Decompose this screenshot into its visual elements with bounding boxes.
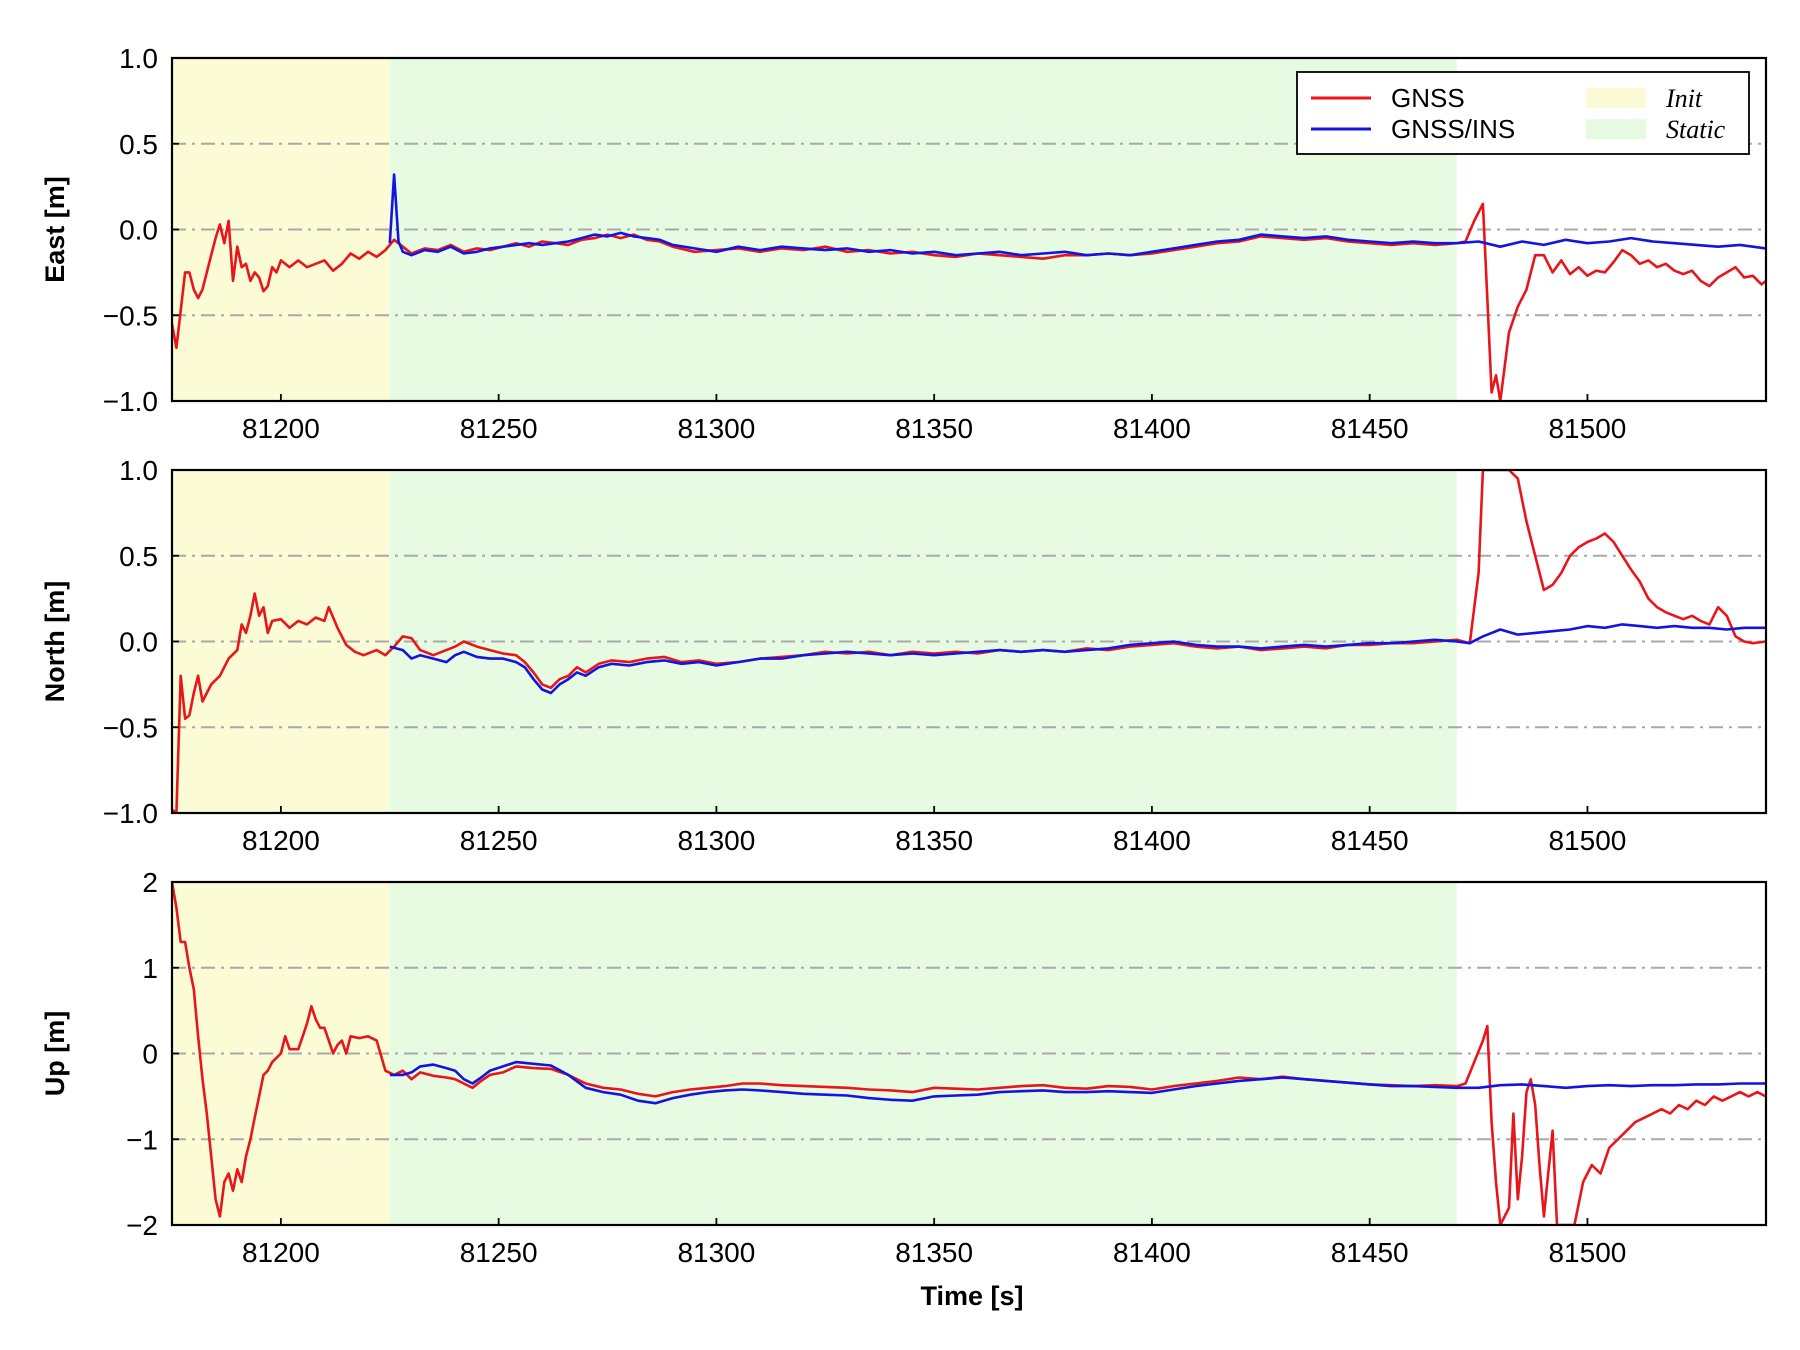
legend-swatch-patch [1586,119,1646,139]
y-tick-label: 0.5 [119,129,158,160]
series-line-gnss-ins [389,623,1766,695]
panels: 81200 81250 81300 81350 81400 81450 81500 −1.0 −… [40,43,1768,1268]
x-tick-label: 81200 [242,825,320,856]
x-tick-label: 81350 [895,1237,973,1268]
x-tick-label: 81300 [677,413,755,444]
x-tick-label: 81450 [1331,1237,1409,1268]
legend-label: Static [1666,115,1726,144]
x-tick-label: 81450 [1331,413,1409,444]
y-tick-label: −1 [126,1124,158,1155]
y-tick-label: 1 [142,953,158,984]
y-tick-label: −1.0 [103,798,158,829]
x-tick-label: 81350 [895,825,973,856]
x-tick-label: 81250 [460,413,538,444]
x-tick-label: 81200 [242,413,320,444]
x-tick-label: 81400 [1113,1237,1191,1268]
series-line-gnss-ins [389,1060,1766,1105]
y-tick-label: 2 [142,867,158,898]
x-tick-label: 81500 [1548,1237,1626,1268]
y-tick-label: 0.0 [119,627,158,658]
panel-2: 81200 81250 81300 81350 81400 81450 81500 −2 −1 0… [40,867,1768,1268]
y-axis-title: Up [m] [40,1011,70,1096]
y-tick-label: −0.5 [103,300,158,331]
panel-0: 81200 81250 81300 81350 81400 81450 81500 −1.0 −… [40,43,1768,444]
x-tick-label: 81350 [895,413,973,444]
legend-swatch-patch [1586,88,1646,108]
series-line-gnss [172,882,1766,1225]
y-tick-label: 1.0 [119,43,158,74]
x-tick-label: 81450 [1331,825,1409,856]
series-line-gnss-ins [388,173,1766,257]
legend-label: GNSS/INS [1391,114,1515,144]
series-group [172,470,1766,813]
y-axis-title: North [m] [40,581,70,702]
y-tick-label: −2 [126,1210,158,1241]
x-tick-label: 81300 [677,825,755,856]
y-tick-label: 0.5 [119,541,158,572]
x-tick-label: 81300 [677,1237,755,1268]
x-tick-label: 81400 [1113,825,1191,856]
y-tick-label: −0.5 [103,712,158,743]
y-tick-label: 0.0 [119,215,158,246]
x-axis-title: Time [s] [920,1281,1023,1311]
y-tick-label: 0 [142,1039,158,1070]
legend-box [1296,71,1750,155]
x-tick-label: 81400 [1113,413,1191,444]
panel-1: 81200 81250 81300 81350 81400 81450 81500 −1.0 −… [40,455,1768,856]
series-group [172,882,1766,1225]
series-group [172,173,1766,401]
y-axis-title: East [m] [40,176,70,283]
x-tick-label: 81250 [460,825,538,856]
x-tick-label: 81200 [242,1237,320,1268]
x-tick-label: 81500 [1548,413,1626,444]
y-tick-label: −1.0 [103,386,158,417]
legend-label: GNSS [1391,83,1465,113]
x-tick-label: 81500 [1548,825,1626,856]
y-tick-label: 1.0 [119,455,158,486]
x-tick-label: 81250 [460,1237,538,1268]
legend-label: Init [1665,84,1703,113]
